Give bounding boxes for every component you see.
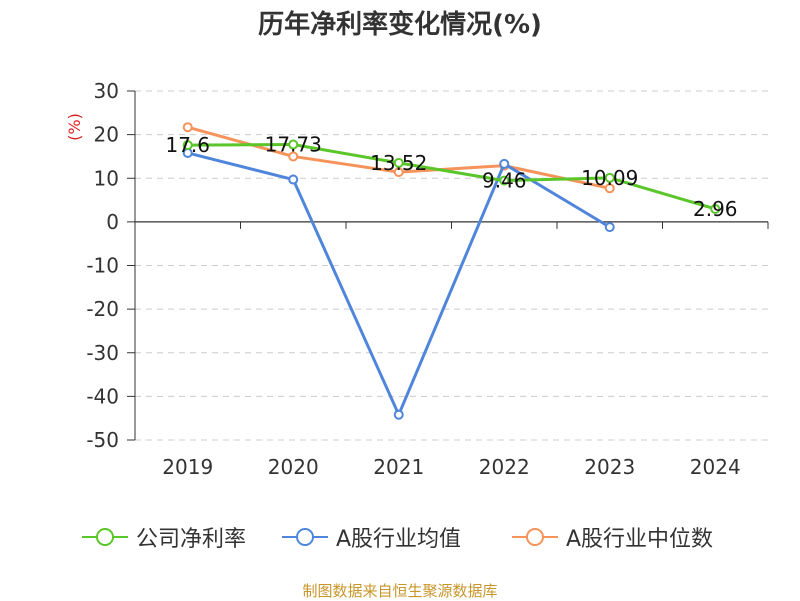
y-tick-label: 10 [94, 166, 119, 190]
legend-line-marker-icon [282, 527, 328, 547]
data-label: 13.52 [370, 151, 427, 175]
y-axis-label: (%) [65, 113, 84, 141]
x-tick-label: 2024 [690, 455, 741, 479]
data-point [393, 409, 404, 420]
data-label: 10.09 [581, 166, 638, 190]
data-point [499, 158, 510, 169]
legend-label: A股行业均值 [336, 527, 462, 552]
data-point [499, 175, 510, 186]
y-tick-label: -30 [86, 341, 119, 365]
y-tick-label: 0 [106, 210, 119, 234]
data-label: 17.73 [265, 133, 322, 157]
data-point [288, 151, 299, 162]
legend-line-marker-icon [82, 527, 128, 547]
y-tick-label: 20 [94, 123, 119, 147]
legend: 公司净利率 A股行业均值 A股行业中位数 [0, 520, 800, 554]
data-point [288, 174, 299, 185]
data-label: 17.6 [165, 133, 210, 157]
data-point [604, 183, 615, 194]
series-line [187, 143, 716, 211]
y-tick-label: 30 [94, 79, 119, 103]
x-tick-label: 2022 [479, 455, 530, 479]
data-point [182, 122, 193, 133]
data-point [710, 203, 721, 214]
x-tick-label: 2019 [162, 455, 213, 479]
data-point [288, 139, 299, 150]
data-point [393, 167, 404, 178]
data-point [604, 172, 615, 183]
x-tick-label: 2021 [373, 455, 424, 479]
y-tick-label: -40 [86, 384, 119, 408]
legend-line-marker-icon [512, 527, 558, 547]
legend-item[interactable]: 公司净利率 [82, 520, 246, 554]
y-tick-label: -20 [86, 297, 119, 321]
data-point [604, 222, 615, 233]
source-note: 制图数据来自恒生聚源数据库 [302, 582, 498, 600]
y-tick-label: -50 [86, 428, 119, 452]
legend-label: 公司净利率 [136, 527, 247, 552]
legend-label: A股行业中位数 [566, 527, 714, 552]
legend-item[interactable]: A股行业中位数 [512, 520, 713, 554]
x-tick-label: 2020 [268, 455, 319, 479]
data-point [393, 157, 404, 168]
data-label: 2.96 [693, 197, 738, 221]
chart-title: 历年净利率变化情况(%) [258, 10, 542, 40]
x-tick-label: 2023 [584, 455, 635, 479]
legend-item[interactable]: A股行业均值 [282, 520, 461, 554]
series-line [187, 151, 611, 417]
data-point [182, 140, 193, 151]
y-tick-label: -10 [86, 254, 119, 278]
data-label: 9.46 [482, 169, 527, 193]
